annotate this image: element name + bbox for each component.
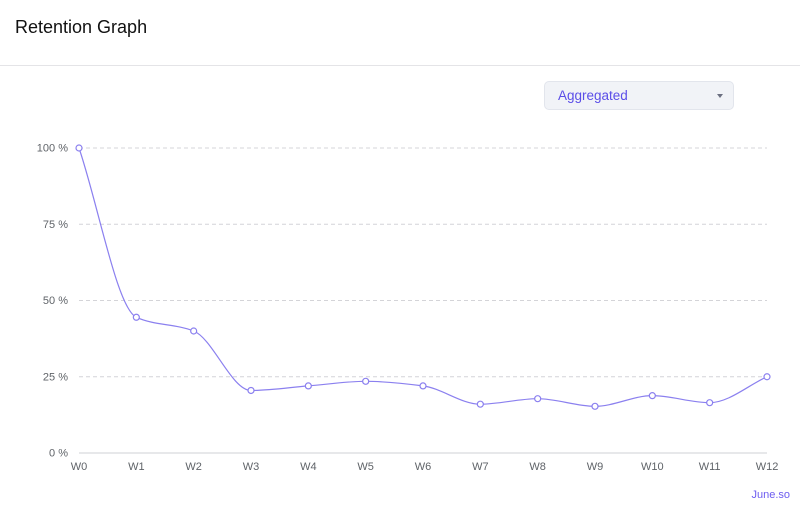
y-tick-label: 0 % xyxy=(49,448,68,460)
x-tick-label: W5 xyxy=(357,461,374,473)
y-tick-label: 25 % xyxy=(43,371,68,383)
x-tick-label: W4 xyxy=(300,461,317,473)
data-point-w4[interactable] xyxy=(304,382,312,390)
header: Retention Graph xyxy=(0,0,800,66)
y-tick-label: 100 % xyxy=(37,143,68,155)
x-tick-label: W11 xyxy=(699,461,721,473)
page-title: Retention Graph xyxy=(15,17,148,37)
data-point-w0[interactable] xyxy=(75,144,83,152)
x-tick-label: W1 xyxy=(128,461,145,473)
data-point-w8[interactable] xyxy=(534,395,542,403)
aggregation-dropdown[interactable]: Aggregated xyxy=(544,81,734,110)
data-point-w9[interactable] xyxy=(591,402,599,410)
x-tick-label: W0 xyxy=(71,461,88,473)
dropdown-selected-label: Aggregated xyxy=(558,88,628,103)
x-tick-label: W8 xyxy=(529,461,546,473)
x-tick-label: W2 xyxy=(185,461,202,473)
caret-down-icon xyxy=(717,94,723,98)
y-tick-label: 75 % xyxy=(43,219,68,231)
x-tick-label: W9 xyxy=(587,461,604,473)
x-tick-label: W12 xyxy=(756,461,779,473)
data-point-w5[interactable] xyxy=(362,377,370,385)
x-tick-label: W6 xyxy=(415,461,432,473)
june-so-link[interactable]: June.so xyxy=(751,489,790,501)
data-point-w3[interactable] xyxy=(247,386,255,395)
x-tick-label: W7 xyxy=(472,461,489,473)
series-line xyxy=(78,147,768,407)
x-tick-label: W10 xyxy=(641,461,664,473)
y-tick-label: 50 % xyxy=(43,295,68,307)
data-point-w6[interactable] xyxy=(419,382,427,390)
data-point-w2[interactable] xyxy=(190,327,198,335)
x-tick-label: W3 xyxy=(243,461,260,473)
data-point-w10[interactable] xyxy=(648,392,656,400)
data-point-w11[interactable] xyxy=(706,399,714,407)
data-point-w1[interactable] xyxy=(132,313,140,321)
data-point-w12[interactable] xyxy=(763,373,771,381)
data-point-w7[interactable] xyxy=(476,400,484,408)
